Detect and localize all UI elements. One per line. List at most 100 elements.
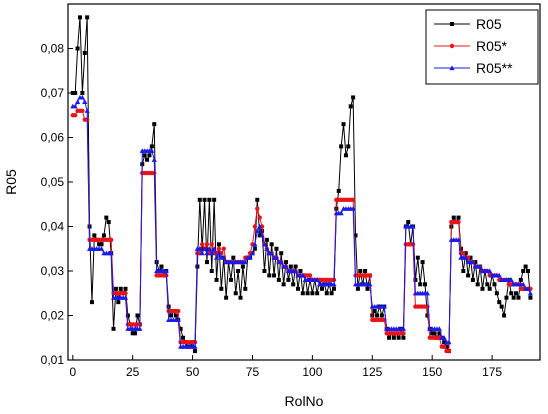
data-point — [108, 250, 114, 256]
data-point — [204, 250, 210, 256]
data-point — [293, 268, 299, 274]
data-point — [255, 197, 260, 202]
data-point — [415, 255, 420, 260]
data-point — [329, 291, 334, 296]
data-point — [181, 335, 186, 340]
data-point — [279, 251, 284, 256]
data-point — [192, 344, 198, 349]
data-point — [259, 232, 265, 238]
data-point — [518, 277, 523, 282]
data-point — [200, 246, 205, 251]
data-point — [262, 269, 267, 273]
data-point — [264, 237, 269, 242]
data-point — [463, 251, 468, 256]
data-point — [176, 308, 181, 314]
data-point — [348, 104, 353, 109]
data-point — [487, 286, 492, 291]
data-point — [104, 215, 109, 220]
data-point — [418, 282, 423, 287]
data-point — [272, 273, 277, 278]
data-point — [77, 15, 82, 20]
data-point — [82, 50, 87, 55]
data-point — [523, 264, 528, 269]
data-point — [401, 331, 406, 336]
y-axis-title: R05 — [3, 169, 19, 195]
data-point — [437, 331, 442, 336]
data-point — [314, 277, 320, 282]
x-tick-label: 75 — [246, 365, 260, 379]
data-point — [442, 340, 447, 345]
data-point — [296, 286, 301, 291]
x-tick-label: 125 — [362, 365, 382, 379]
data-point — [163, 268, 169, 274]
data-point — [470, 259, 476, 265]
data-point — [338, 210, 344, 216]
data-point — [149, 144, 154, 149]
data-point — [455, 237, 462, 242]
x-tick-label: 25 — [126, 365, 140, 379]
data-point — [305, 291, 310, 296]
data-point — [240, 264, 245, 269]
data-point — [324, 291, 329, 296]
data-point — [216, 242, 221, 247]
data-point — [485, 282, 490, 287]
data-point — [269, 242, 274, 247]
data-point — [118, 286, 123, 291]
data-point — [111, 326, 116, 331]
data-point — [178, 326, 183, 331]
data-point — [97, 242, 102, 247]
data-point — [526, 269, 531, 273]
data-point — [461, 251, 466, 256]
data-point — [492, 282, 497, 287]
data-point — [101, 233, 106, 238]
data-point — [228, 277, 233, 282]
data-point — [424, 290, 430, 296]
data-point — [358, 269, 363, 273]
data-point — [430, 331, 435, 336]
data-point — [496, 272, 502, 278]
legend-items: R05 R05* R05** — [434, 16, 513, 76]
data-point — [252, 246, 257, 251]
data-point — [441, 335, 447, 340]
data-point — [436, 326, 442, 331]
data-point — [204, 242, 210, 247]
data-point — [520, 281, 526, 287]
data-point — [74, 99, 81, 104]
data-point — [199, 242, 205, 247]
data-point — [199, 250, 205, 256]
data-point — [247, 255, 253, 260]
data-point — [367, 281, 373, 287]
legend-box — [425, 9, 539, 85]
data-point — [355, 286, 360, 291]
data-point — [213, 255, 220, 260]
data-point — [169, 313, 174, 318]
data-point — [387, 335, 392, 340]
data-point — [406, 220, 411, 225]
data-point — [353, 233, 358, 238]
data-point — [84, 108, 90, 113]
data-point — [175, 317, 181, 323]
data-point — [242, 259, 248, 265]
series-2 — [70, 108, 533, 354]
data-point — [410, 223, 416, 229]
data-point — [201, 246, 208, 251]
data-point — [463, 255, 469, 260]
data-point — [137, 326, 143, 331]
data-point — [231, 255, 236, 260]
data-point — [365, 286, 370, 291]
y-tick-label: 0,06 — [41, 131, 65, 145]
series-layer — [70, 15, 534, 354]
data-point — [202, 197, 207, 202]
data-point — [372, 309, 377, 314]
legend-label: R05** — [476, 60, 513, 76]
data-point — [135, 313, 140, 318]
x-tick-label: 50 — [186, 365, 200, 379]
data-point — [525, 286, 531, 291]
data-point — [260, 228, 265, 233]
data-point — [446, 348, 452, 354]
data-point — [521, 269, 526, 273]
legend-item: R05** — [434, 60, 513, 76]
data-point — [123, 291, 128, 296]
data-point — [130, 331, 135, 336]
data-point — [209, 242, 214, 247]
